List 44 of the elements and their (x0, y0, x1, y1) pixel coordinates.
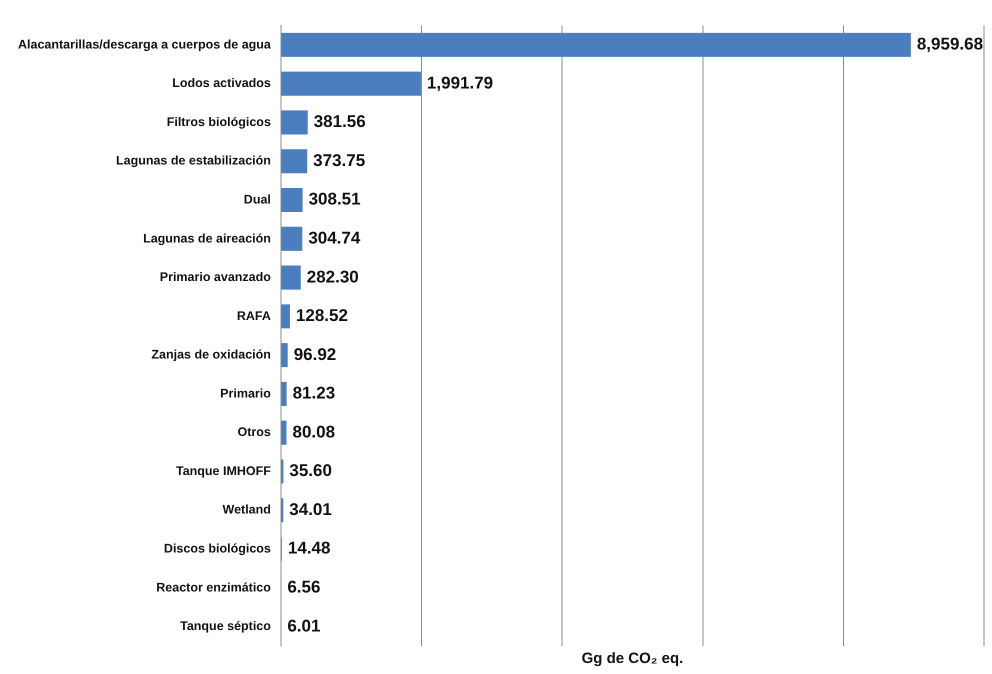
bar (281, 72, 421, 96)
y-tick-label: Wetland (222, 502, 271, 517)
y-tick-label: Primario avanzado (160, 270, 272, 284)
bar (281, 266, 301, 290)
x-axis-title: Gg de CO₂ eq. (582, 650, 684, 668)
data-label: 34.01 (289, 500, 332, 519)
bar (281, 343, 288, 368)
data-label: 96.92 (294, 344, 336, 364)
data-label: 373.75 (313, 150, 366, 170)
y-tick-label: Tanque IMHOFF (176, 464, 272, 478)
data-label: 282.30 (306, 267, 359, 286)
y-tick-label: RAFA (236, 308, 271, 323)
y-tick-label: Lodos activados (172, 76, 271, 90)
data-label: 81.23 (292, 384, 336, 403)
data-label: 8,959.68 (916, 34, 984, 54)
y-tick-label: Otros (238, 425, 271, 440)
bar (281, 149, 308, 174)
data-label: 1,991.79 (426, 73, 494, 92)
y-tick-label: Reactor enzimático (156, 580, 272, 594)
data-label: 308.51 (308, 190, 361, 209)
bar (281, 188, 303, 212)
y-tick-label: Alacantarillas/descarga a cuerpos de agua (18, 37, 272, 52)
data-label: 128.52 (296, 306, 348, 326)
bar (281, 226, 302, 251)
bar (281, 32, 911, 57)
bar (281, 304, 290, 328)
bar (281, 382, 287, 406)
bar (281, 420, 287, 445)
y-tick-label: Discos biológicos (164, 542, 271, 556)
y-tick-label: Lagunas de aireación (143, 231, 271, 246)
y-tick-label: Primario (220, 386, 272, 400)
data-label: 6.01 (287, 616, 320, 636)
data-label: 35.60 (289, 461, 332, 480)
y-tick-label: Lagunas de estabilización (116, 154, 271, 168)
bar (281, 110, 308, 134)
data-label: 381.56 (314, 112, 366, 132)
data-label: 14.48 (288, 538, 330, 558)
y-tick-label: Tanque séptico (180, 619, 272, 634)
data-label: 304.74 (308, 228, 361, 248)
y-tick-label: Dual (244, 192, 271, 206)
y-tick-label: Filtros biológicos (166, 114, 271, 129)
y-tick-label: Zanjas de oxidación (151, 348, 271, 362)
data-label: 6.56 (287, 578, 320, 597)
data-label: 80.08 (292, 422, 336, 442)
